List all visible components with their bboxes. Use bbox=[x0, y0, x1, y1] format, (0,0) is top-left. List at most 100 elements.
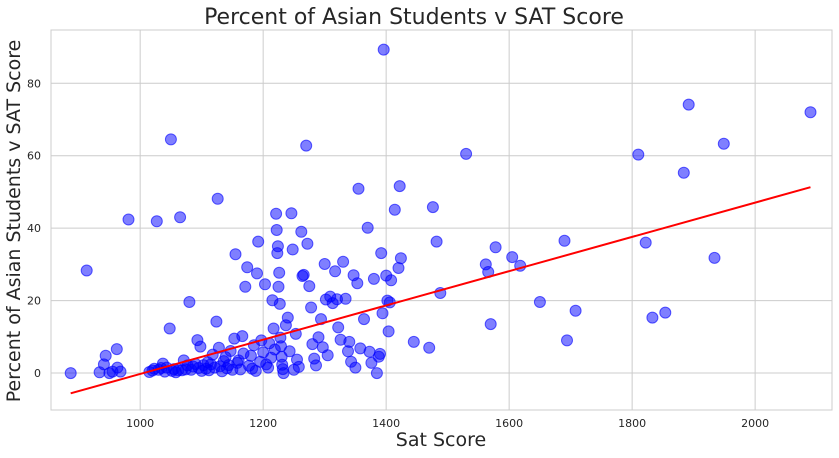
tick-labels: 1000 1200 1400 1600 1800 2000 0 20 40 60 80 bbox=[27, 77, 769, 430]
x-tick-label: 1400 bbox=[372, 417, 400, 430]
data-point bbox=[646, 311, 659, 324]
data-point bbox=[377, 43, 390, 56]
x-axis-title: Sat Score bbox=[396, 429, 486, 451]
data-point bbox=[301, 237, 314, 250]
data-point bbox=[321, 349, 334, 362]
y-axis-title: Percent of Asian Students v SAT Score bbox=[3, 40, 25, 403]
data-point bbox=[239, 280, 252, 293]
data-point bbox=[352, 182, 365, 195]
data-point bbox=[659, 306, 672, 319]
data-point bbox=[394, 252, 407, 265]
data-point bbox=[349, 361, 362, 374]
data-point bbox=[194, 340, 207, 353]
data-point bbox=[285, 207, 298, 220]
data-point bbox=[639, 236, 652, 249]
data-point bbox=[114, 365, 127, 378]
data-point bbox=[569, 304, 582, 317]
data-point bbox=[283, 345, 296, 358]
data-point bbox=[367, 272, 380, 285]
data-point bbox=[329, 265, 342, 278]
data-point bbox=[375, 247, 388, 260]
plot-frame bbox=[50, 29, 833, 411]
data-point bbox=[110, 343, 123, 356]
data-point bbox=[708, 251, 721, 264]
data-point bbox=[295, 225, 308, 238]
data-point bbox=[318, 258, 331, 270]
x-tick-label: 1800 bbox=[618, 417, 646, 430]
data-point bbox=[64, 367, 77, 380]
y-tick-label: 40 bbox=[27, 222, 41, 235]
data-point bbox=[303, 280, 316, 293]
data-point bbox=[174, 211, 187, 224]
data-point bbox=[297, 268, 310, 281]
data-point bbox=[804, 106, 817, 119]
data-point bbox=[382, 325, 395, 338]
data-point bbox=[392, 262, 405, 274]
data-point bbox=[183, 296, 196, 308]
y-tick-label: 60 bbox=[27, 150, 41, 163]
data-point bbox=[122, 213, 135, 226]
y-tick-label: 80 bbox=[27, 77, 41, 90]
data-point bbox=[506, 251, 519, 264]
data-point bbox=[163, 322, 176, 335]
data-point bbox=[430, 235, 443, 248]
data-point bbox=[361, 221, 374, 234]
data-point bbox=[385, 274, 398, 287]
data-point bbox=[99, 349, 112, 362]
data-point bbox=[558, 234, 571, 247]
data-point bbox=[292, 360, 305, 373]
data-point bbox=[300, 139, 313, 152]
data-point bbox=[80, 264, 93, 277]
data-point bbox=[277, 367, 290, 380]
data-point bbox=[343, 335, 356, 348]
data-point bbox=[236, 330, 249, 343]
data-point bbox=[376, 307, 389, 320]
x-tick-label: 1000 bbox=[126, 417, 154, 430]
data-point bbox=[310, 359, 322, 372]
data-point bbox=[305, 301, 318, 314]
data-point bbox=[251, 267, 263, 280]
data-point bbox=[211, 192, 224, 205]
data-point bbox=[273, 297, 286, 310]
trend-line bbox=[70, 186, 811, 395]
data-point bbox=[332, 321, 345, 334]
data-point bbox=[281, 311, 294, 324]
x-tick-label: 2000 bbox=[741, 417, 769, 430]
x-tick-label: 1600 bbox=[495, 417, 523, 430]
data-point bbox=[272, 280, 285, 293]
data-point bbox=[358, 313, 370, 326]
y-tick-label: 20 bbox=[27, 295, 41, 308]
data-point bbox=[632, 148, 645, 161]
data-point bbox=[273, 266, 286, 279]
data-point bbox=[426, 201, 439, 214]
data-point bbox=[271, 240, 284, 253]
data-point bbox=[374, 347, 386, 360]
data-point bbox=[164, 133, 177, 146]
data-point bbox=[150, 215, 163, 228]
data-point bbox=[677, 166, 690, 179]
data-point bbox=[533, 296, 546, 308]
data-point bbox=[370, 367, 383, 380]
data-point bbox=[484, 318, 497, 331]
y-tick-label: 0 bbox=[34, 367, 41, 380]
data-point bbox=[337, 255, 350, 268]
data-point bbox=[259, 278, 271, 291]
data-point bbox=[241, 261, 254, 274]
x-tick-label: 1200 bbox=[249, 417, 277, 430]
data-point bbox=[460, 147, 473, 160]
data-point bbox=[229, 248, 242, 261]
data-point bbox=[407, 335, 420, 348]
data-point bbox=[423, 341, 436, 354]
data-point bbox=[682, 98, 695, 111]
data-point bbox=[351, 277, 364, 290]
data-point bbox=[210, 315, 223, 328]
data-point bbox=[489, 241, 502, 254]
data-point bbox=[270, 207, 283, 220]
data-point bbox=[286, 243, 299, 256]
data-point bbox=[561, 334, 573, 347]
data-point bbox=[339, 292, 352, 305]
data-point bbox=[717, 137, 730, 150]
